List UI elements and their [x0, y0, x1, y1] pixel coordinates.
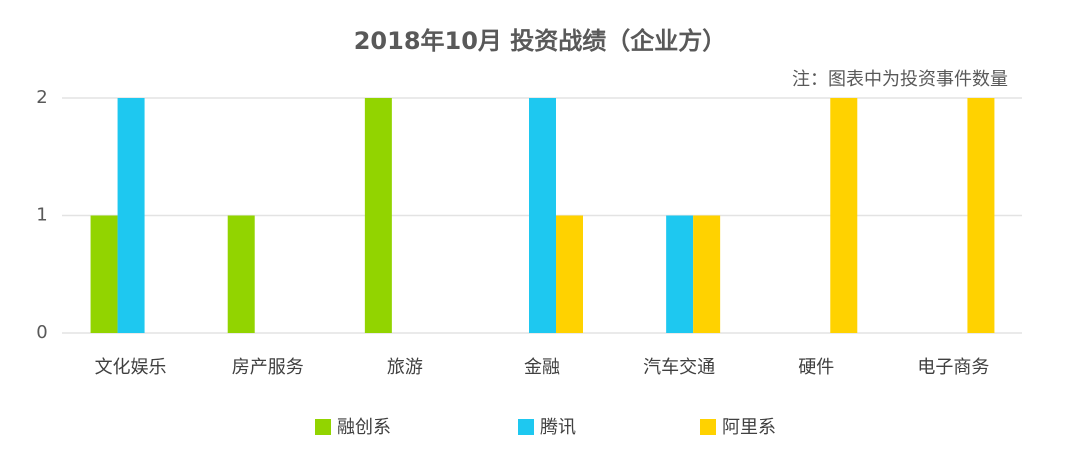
- bar: [556, 215, 583, 333]
- annotation: 注：图表中为投资事件数量: [792, 69, 1008, 90]
- legend-label: 腾讯: [540, 417, 576, 438]
- bar: [529, 98, 556, 333]
- x-tick-label: 硬件: [798, 357, 834, 378]
- chart-title: 2018年10月 投资战绩（企业方）: [354, 27, 727, 55]
- bar: [967, 98, 995, 333]
- y-tick-label: 2: [36, 87, 47, 108]
- x-tick-label: 文化娱乐: [95, 357, 167, 378]
- legend-swatch: [700, 419, 716, 435]
- legend-label: 阿里系: [722, 417, 776, 438]
- x-tick-label: 电子商务: [917, 357, 989, 378]
- x-tick-label: 金融: [524, 357, 560, 378]
- legend-label: 融创系: [337, 417, 391, 438]
- bar: [666, 215, 694, 333]
- bar: [830, 98, 858, 333]
- bar: [227, 215, 255, 333]
- legend-swatch: [518, 419, 534, 435]
- x-tick-label: 汽车交通: [643, 357, 715, 378]
- bar: [117, 98, 145, 333]
- legend-swatch: [315, 419, 331, 435]
- y-tick-label: 0: [36, 322, 47, 343]
- bar: [693, 215, 721, 333]
- bar: [90, 215, 118, 333]
- x-tick-label: 旅游: [387, 357, 423, 378]
- y-tick-label: 1: [36, 205, 47, 226]
- x-tick-label: 房产服务: [232, 357, 304, 378]
- bar: [364, 98, 392, 333]
